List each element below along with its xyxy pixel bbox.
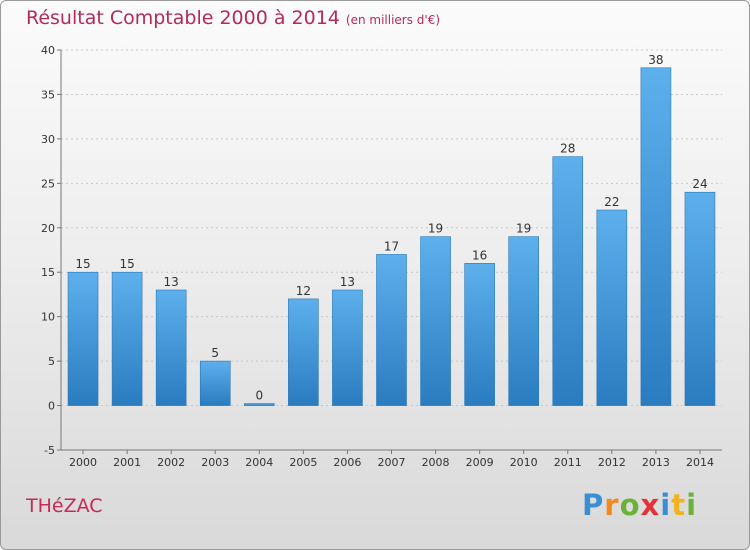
bar (376, 254, 407, 406)
y-tick-label: 25 (41, 177, 55, 190)
bar (244, 403, 275, 406)
x-tick-label: 2001 (113, 456, 141, 469)
bar-value-label: 24 (692, 177, 707, 191)
bar-value-label: 5 (211, 346, 219, 360)
town-name: THéZAC (26, 495, 103, 517)
y-tick-label: 40 (41, 44, 55, 57)
bar-value-label: 28 (560, 142, 575, 156)
bar (464, 263, 495, 406)
bar-series: 15 15 13 5 0 12 13 17 19 16 19 28 22 38 24 (67, 53, 716, 406)
x-tick-label: 2004 (245, 456, 273, 469)
bar-value-label: 19 (516, 222, 531, 236)
x-axis: 2000 2001 2002 2003 2004 2005 2006 2007 2008 2009… (61, 449, 722, 469)
x-tick-label: 2000 (69, 456, 97, 469)
bar-value-label: 19 (428, 222, 443, 236)
x-tick-label: 2010 (510, 456, 538, 469)
x-tick-label: 2011 (554, 456, 582, 469)
bar (596, 209, 628, 406)
bar (199, 360, 231, 406)
bar-value-label: 13 (340, 275, 355, 289)
x-tick-label: 2009 (466, 456, 494, 469)
bar (552, 156, 584, 406)
bar-value-label: 22 (604, 195, 619, 209)
y-tick-label: -5 (44, 444, 55, 457)
x-tick-label: 2007 (378, 456, 406, 469)
logo-letter: t (671, 488, 687, 522)
bar (67, 271, 99, 406)
bar-value-label: 15 (119, 257, 134, 271)
bar (155, 289, 187, 406)
bar (332, 289, 363, 406)
chart-title-unit: (en milliers d'€) (345, 13, 441, 27)
bar (420, 236, 451, 406)
y-tick-label: 15 (41, 266, 55, 279)
bar (640, 67, 672, 406)
bar (288, 298, 319, 406)
bar-value-label: 17 (384, 239, 399, 253)
bar-value-label: 12 (296, 284, 311, 298)
x-tick-label: 2012 (598, 456, 626, 469)
y-axis: -5 0 5 10 15 20 25 30 35 40 (41, 44, 62, 457)
logo-letter: r (604, 488, 620, 522)
chart-title: Résultat Comptable 2000 à 2014 (en millie… (26, 7, 440, 29)
bar (111, 271, 143, 406)
bar-value-label: 16 (472, 248, 487, 262)
y-tick-label: 10 (41, 311, 55, 324)
x-tick-label: 2014 (686, 456, 714, 469)
bar (508, 236, 540, 406)
x-tick-label: 2013 (642, 456, 670, 469)
logo-letter: o (619, 488, 641, 522)
logo-letter: P (582, 488, 605, 522)
logo-letter: x (640, 488, 661, 522)
x-tick-label: 2002 (157, 456, 185, 469)
y-tick-label: 5 (48, 355, 55, 368)
x-tick-label: 2008 (422, 456, 450, 469)
x-tick-label: 2005 (289, 456, 317, 469)
x-tick-label: 2003 (201, 456, 229, 469)
bar-value-label: 38 (648, 53, 663, 67)
bar-value-label: 13 (164, 275, 179, 289)
proxiti-logo: Proxiti (582, 488, 697, 522)
x-tick-label: 2006 (333, 456, 361, 469)
bar-value-label: 15 (75, 257, 90, 271)
y-tick-label: 35 (41, 88, 55, 101)
y-tick-label: 30 (41, 133, 55, 146)
bar (684, 191, 716, 406)
logo-letter: i (686, 488, 698, 522)
y-tick-label: 0 (48, 400, 55, 413)
y-tick-label: 20 (41, 222, 55, 235)
logo-letter: i (660, 488, 672, 522)
bar-value-label: 0 (255, 389, 263, 403)
chart-title-text: Résultat Comptable 2000 à 2014 (26, 7, 340, 29)
